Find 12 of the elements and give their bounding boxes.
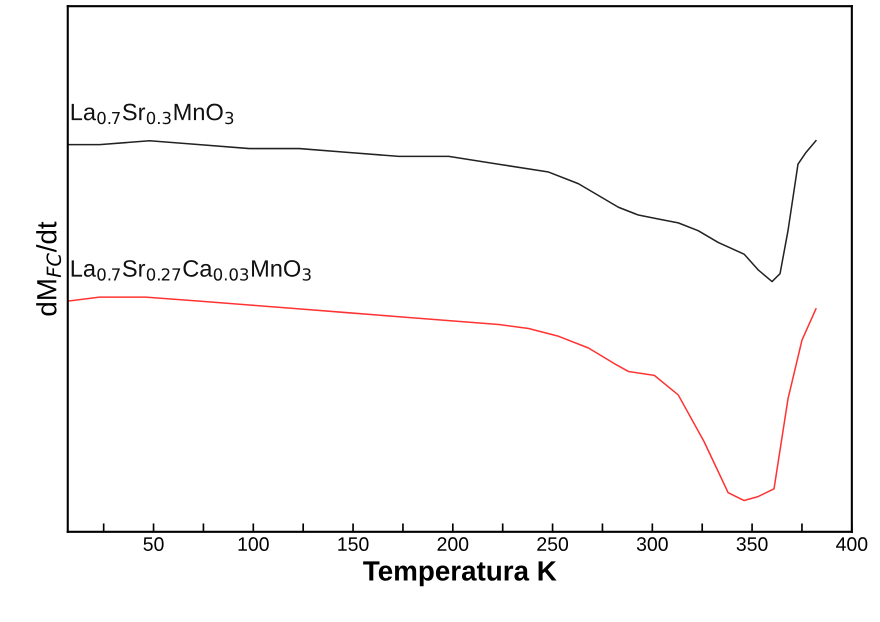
x-tick-label: 400: [836, 537, 868, 551]
y-axis-title: dM$_{FC}$/dt: [36, 222, 62, 316]
x-tick-label: 250: [537, 537, 568, 551]
x-tick-label: 300: [636, 537, 668, 551]
x-tick-label: 350: [736, 537, 768, 551]
x-tick-label: 50: [144, 537, 164, 551]
x-axis-title: Temperatura K: [363, 561, 557, 586]
x-tick-label: 150: [338, 537, 369, 551]
x-tick-label: 100: [238, 537, 269, 551]
x-tick-label: 200: [438, 537, 468, 551]
series-label: La$_{0.7}$Sr$_{0.27}$Ca$_{0.03}$MnO$_{3}$: [72, 260, 311, 281]
series-label: La$_{0.7}$Sr$_{0.3}$MnO$_{3}$: [72, 104, 234, 124]
